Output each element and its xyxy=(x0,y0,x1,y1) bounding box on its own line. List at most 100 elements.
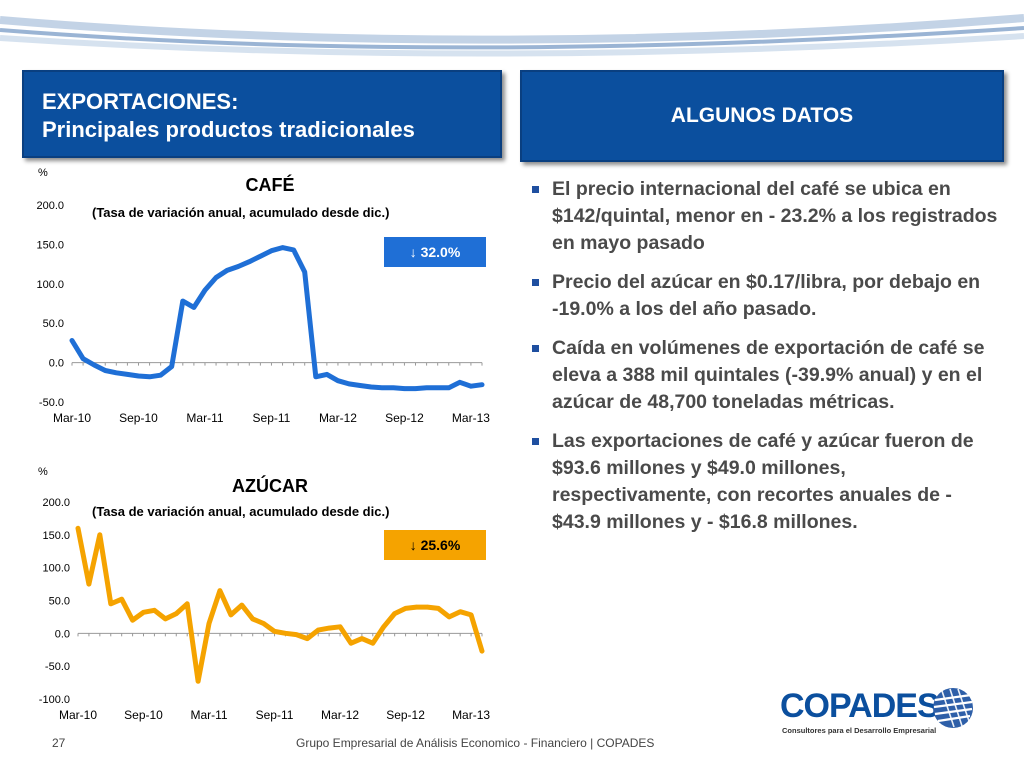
cafe-data-point xyxy=(368,384,374,390)
bullet-square-icon xyxy=(532,279,539,286)
azucar-data-point xyxy=(261,621,266,626)
cafe-data-point xyxy=(413,386,418,391)
azucar-x-tick-label: Sep-12 xyxy=(386,708,425,722)
logo-tagline: Consultores para el Desarrollo Empresari… xyxy=(782,726,937,735)
cafe-data-point xyxy=(103,368,108,373)
cafe-data-point xyxy=(435,385,440,391)
azucar-data-point xyxy=(479,648,485,654)
cafe-series-line xyxy=(69,245,485,392)
cafe-data-point xyxy=(224,268,230,273)
azucar-y-tick-label: -100.0 xyxy=(39,694,70,706)
bullet-item: Las exportaciones de café y azúcar fuero… xyxy=(532,428,1002,536)
cafe-data-point xyxy=(468,384,474,389)
cafe-data-point xyxy=(80,356,86,361)
azucar-data-point xyxy=(195,679,201,684)
cafe-y-tick-label: -50.0 xyxy=(39,397,64,409)
azucar-data-point xyxy=(316,627,321,633)
cafe-data-point xyxy=(280,245,285,250)
azucar-data-point xyxy=(425,604,430,610)
azucar-data-point xyxy=(305,636,310,641)
azucar-data-point xyxy=(457,609,463,614)
azucar-plot: 200.0 150.0 100.0 50.0 0.0 -50.0 -100.0 Mar-10 S… xyxy=(39,497,491,722)
cafe-data-point xyxy=(136,373,141,379)
cafe-data-point xyxy=(191,305,197,310)
azucar-x-tick-label: Mar-12 xyxy=(321,708,359,722)
azucar-data-point xyxy=(272,629,277,634)
cafe-data-point xyxy=(313,374,318,379)
azucar-x-tick-label: Mar-10 xyxy=(59,708,97,722)
azucar-data-point xyxy=(174,611,179,616)
cafe-unit-label: % xyxy=(38,167,48,179)
cafe-data-point xyxy=(213,275,219,280)
bullet-item: El precio internacional del café se ubic… xyxy=(532,176,1002,257)
azucar-data-point xyxy=(228,612,234,618)
azucar-data-point xyxy=(326,625,332,631)
cafe-data-point xyxy=(424,385,429,391)
azucar-data-point xyxy=(436,606,441,611)
cafe-data-point xyxy=(247,259,252,264)
bullet-item: Caída en volúmenes de exportación de caf… xyxy=(532,335,1002,416)
cafe-data-point xyxy=(158,373,163,378)
cafe-data-point xyxy=(346,381,352,387)
azucar-data-point xyxy=(130,618,135,623)
azucar-chart-subtitle: (Tasa de variación anual, acumulado desd… xyxy=(92,504,390,519)
cafe-y-tick-label: 100.0 xyxy=(36,279,64,291)
cafe-x-tick-label: Sep-11 xyxy=(253,411,291,425)
cafe-data-point xyxy=(457,380,463,385)
cafe-data-point xyxy=(380,385,385,391)
azucar-y-tick-label: 200.0 xyxy=(42,497,70,509)
cafe-x-tick-label: Mar-11 xyxy=(186,411,223,425)
logo-wordmark: COPADES xyxy=(780,687,940,725)
footer-text: Grupo Empresarial de Análisis Economico … xyxy=(296,736,655,750)
azucar-data-point xyxy=(97,532,103,538)
azucar-data-point xyxy=(348,640,354,646)
section-title-line2: Principales productos tradicionales xyxy=(42,117,415,142)
cafe-y-tick-label: 200.0 xyxy=(36,200,64,212)
cafe-plot: 200.0 150.0 100.0 50.0 0.0 -50.0 Mar-10 Sep-10 M… xyxy=(36,200,490,425)
cafe-data-point xyxy=(357,383,363,388)
cafe-data-point xyxy=(402,386,407,391)
cafe-data-point xyxy=(479,382,485,387)
azucar-chart-title: AZÚCAR xyxy=(232,476,308,496)
cafe-change-badge: ↓ 32.0% xyxy=(384,237,486,267)
header-swoosh xyxy=(0,14,1024,57)
cafe-x-tick-label: Sep-10 xyxy=(119,411,158,425)
globe-icon xyxy=(933,688,973,728)
datos-title: ALGUNOS DATOS xyxy=(670,104,854,127)
bullet-text: Las exportaciones de café y azúcar fuero… xyxy=(552,430,974,533)
cafe-x-tick-label: Mar-13 xyxy=(452,411,490,425)
copades-logo: COPADES Consultores para el Desarrollo E… xyxy=(780,685,990,745)
azucar-data-point xyxy=(206,621,212,626)
azucar-data-point xyxy=(250,616,255,622)
cafe-data-point xyxy=(324,372,330,377)
cafe-data-point xyxy=(147,374,152,379)
cafe-data-point xyxy=(236,264,241,269)
cafe-data-point xyxy=(125,372,130,377)
azucar-data-point xyxy=(414,604,419,610)
azucar-data-point xyxy=(403,606,408,611)
azucar-x-tick-label: Sep-11 xyxy=(256,708,294,722)
azucar-data-point xyxy=(141,610,146,615)
cafe-data-point xyxy=(335,378,341,383)
azucar-data-point xyxy=(75,526,81,531)
page-number: 27 xyxy=(52,736,66,750)
azucar-data-point xyxy=(283,631,288,636)
azucar-data-point xyxy=(119,596,124,602)
azucar-y-tick-label: -50.0 xyxy=(45,661,70,673)
azucar-y-tick-label: 100.0 xyxy=(42,563,70,575)
azucar-data-point xyxy=(184,601,190,606)
cafe-x-tick-label: Mar-10 xyxy=(53,411,91,425)
cafe-data-point xyxy=(446,385,451,391)
bullet-square-icon xyxy=(532,345,539,352)
cafe-data-point xyxy=(269,248,274,253)
bullet-square-icon xyxy=(532,438,539,445)
azucar-data-point xyxy=(381,624,386,629)
azucar-y-tick-label: 0.0 xyxy=(55,628,70,640)
cafe-data-point xyxy=(258,254,263,259)
cafe-y-tick-label: 150.0 xyxy=(36,239,64,251)
cafe-data-point xyxy=(202,287,208,293)
azucar-x-tick-label: Mar-13 xyxy=(452,708,490,722)
azucar-data-point xyxy=(337,624,343,629)
azucar-data-point xyxy=(370,640,376,646)
azucar-y-tick-label: 150.0 xyxy=(42,530,70,542)
